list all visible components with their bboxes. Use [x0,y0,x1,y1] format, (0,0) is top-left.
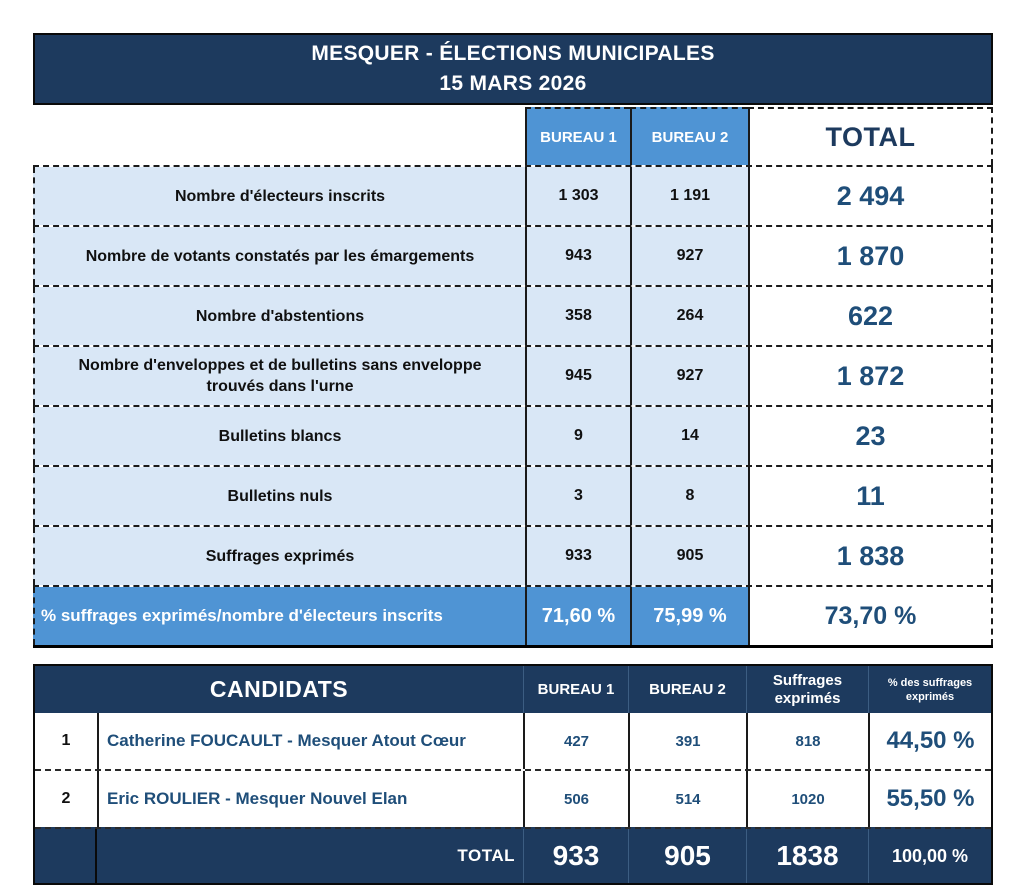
percent-value: 55,50 % [868,771,991,827]
report-title-banner: MESQUER - ÉLECTIONS MUNICIPALES 15 MARS … [33,33,993,105]
suffrages-value: 1020 [746,771,868,827]
bureau2-value: 264 [630,287,748,345]
percent-total: 100,00 % [868,829,991,883]
percent-turnout-row: % suffrages exprimés/nombre d'électeurs … [33,585,993,648]
bureau2-value: 1 191 [630,167,748,225]
bureau1-value: 945 [525,347,630,405]
row-label: Nombre de votants constatés par les émar… [33,227,525,285]
suffrages-value: 818 [746,713,868,769]
bureau1-value: 358 [525,287,630,345]
row-label: % suffrages exprimés/nombre d'électeurs … [33,587,525,645]
bureau2-value: 75,99 % [630,587,748,645]
total-value: 1 838 [748,527,993,585]
column-header-percent: % des suffrages exprimés [868,666,991,713]
bureau1-value: 1 303 [525,167,630,225]
table-row: Nombre d'enveloppes et de bulletins sans… [33,345,993,405]
table-row: Suffrages exprimés 933 905 1 838 [33,525,993,585]
total-value: 11 [748,467,993,525]
candidate-row: 1 Catherine FOUCAULT - Mesquer Atout Cœu… [35,713,991,769]
candidate-name: Catherine FOUCAULT - Mesquer Atout Cœur [97,713,523,769]
candidates-header-row: CANDIDATS BUREAU 1 BUREAU 2 Suffrages ex… [35,666,991,713]
total-value: 622 [748,287,993,345]
candidate-name: Eric ROULIER - Mesquer Nouvel Elan [97,771,523,827]
participation-header-row: BUREAU 1 BUREAU 2 TOTAL [33,107,993,165]
bureau1-value: 71,60 % [525,587,630,645]
column-header-total: TOTAL [748,107,993,165]
row-label: Nombre d'électeurs inscrits [33,167,525,225]
bureau2-value: 391 [628,713,746,769]
column-header-candidates: CANDIDATS [209,676,349,702]
bureau2-total: 905 [628,829,746,883]
total-row-spacer [35,829,97,883]
table-row: Nombre d'électeurs inscrits 1 303 1 191 … [33,165,993,225]
column-header-suffrages: Suffrages exprimés [746,666,868,713]
table-row: Bulletins nuls 3 8 11 [33,465,993,525]
bureau2-value: 14 [630,407,748,465]
total-value: 23 [748,407,993,465]
bureau2-value: 514 [628,771,746,827]
bureau1-value: 943 [525,227,630,285]
total-row-label: TOTAL [457,846,515,865]
bureau2-value: 927 [630,227,748,285]
report-title-line1: MESQUER - ÉLECTIONS MUNICIPALES [311,42,715,65]
bureau1-value: 3 [525,467,630,525]
total-value: 73,70 % [748,587,993,645]
table-row: Bulletins blancs 9 14 23 [33,405,993,465]
percent-value: 44,50 % [868,713,991,769]
row-label: Nombre d'abstentions [33,287,525,345]
total-value: 1 870 [748,227,993,285]
row-label: Nombre d'enveloppes et de bulletins sans… [33,347,525,405]
candidates-total-row: TOTAL 933 905 1838 100,00 % [35,827,991,883]
row-label: Bulletins nuls [33,467,525,525]
header-spacer [33,107,525,165]
bureau1-value: 933 [525,527,630,585]
column-header-bureau1: BUREAU 1 [525,107,630,165]
suffrages-total: 1838 [746,829,868,883]
candidates-table: CANDIDATS BUREAU 1 BUREAU 2 Suffrages ex… [33,664,993,885]
candidate-rank: 1 [61,732,71,749]
total-value: 1 872 [748,347,993,405]
bureau1-total: 933 [523,829,628,883]
bureau1-value: 9 [525,407,630,465]
row-label: Suffrages exprimés [33,527,525,585]
bureau1-value: 506 [523,771,628,827]
row-label: Bulletins blancs [33,407,525,465]
column-header-bureau2: BUREAU 2 [630,107,748,165]
table-row: Nombre de votants constatés par les émar… [33,225,993,285]
report-title-line2: 15 MARS 2026 [439,72,587,95]
bureau2-value: 927 [630,347,748,405]
bureau2-value: 8 [630,467,748,525]
total-value: 2 494 [748,167,993,225]
table-row: Nombre d'abstentions 358 264 622 [33,285,993,345]
candidate-rank: 2 [61,790,71,807]
column-header-bureau1: BUREAU 1 [523,666,628,713]
column-header-bureau2: BUREAU 2 [628,666,746,713]
participation-table: MESQUER - ÉLECTIONS MUNICIPALES 15 MARS … [33,33,993,648]
bureau2-value: 905 [630,527,748,585]
candidate-row: 2 Eric ROULIER - Mesquer Nouvel Elan 506… [35,769,991,827]
bureau1-value: 427 [523,713,628,769]
